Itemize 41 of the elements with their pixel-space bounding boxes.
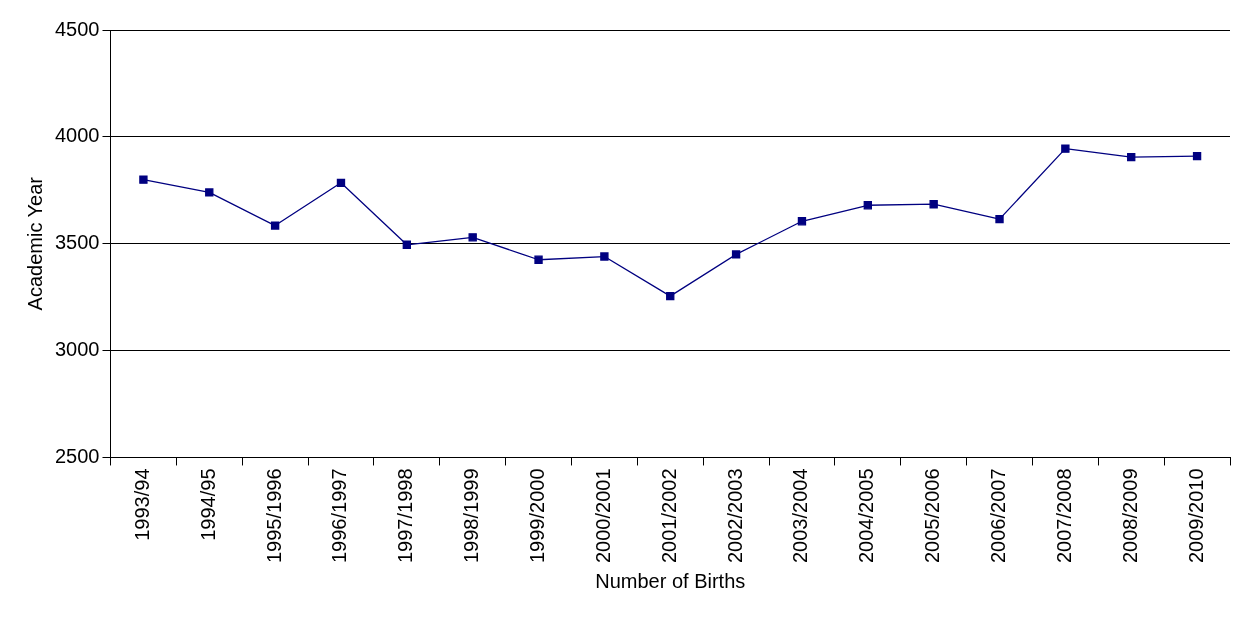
x-tick-label: 1993/94 <box>130 468 153 541</box>
point <box>929 200 938 209</box>
x-tick-label: 1998/1999 <box>460 468 483 564</box>
point <box>863 201 872 210</box>
point <box>534 255 543 264</box>
point <box>336 178 346 187</box>
point <box>666 291 675 301</box>
x-tick-label: 2008/2009 <box>1118 468 1141 564</box>
x-tick-label: 1999/2000 <box>526 468 549 564</box>
x-tick-label: 2006/2007 <box>987 468 1010 564</box>
point <box>1127 152 1136 162</box>
point <box>270 221 280 230</box>
x-tick-label: 1995/1996 <box>262 468 285 564</box>
x-tick-label: 2002/2003 <box>723 468 746 564</box>
point <box>797 217 807 226</box>
x-tick-label: 2007/2008 <box>1052 468 1075 564</box>
point <box>205 188 214 197</box>
x-tick-label: 2003/2004 <box>789 468 812 564</box>
x-tick-label: 2001/2002 <box>657 468 680 564</box>
point <box>1192 151 1202 161</box>
x-tick-label: 2004/2005 <box>855 468 878 564</box>
y-tick-label: 3500 <box>54 231 100 254</box>
x-tick-label: 1996/1997 <box>328 468 351 564</box>
x-tick-label: 2000/2001 <box>591 468 614 564</box>
point <box>600 252 609 261</box>
point <box>995 214 1004 224</box>
point <box>468 233 477 242</box>
point <box>731 250 741 259</box>
y-tick-label: 4000 <box>54 124 100 147</box>
y-tick-label: 3000 <box>54 338 100 361</box>
y-tick-label: 2500 <box>54 444 100 467</box>
x-tick-label: 1994/95 <box>196 468 219 541</box>
point <box>402 240 412 249</box>
x-tick-label: 2009/2010 <box>1184 468 1207 564</box>
y-axis-title: Academic Year <box>23 176 46 311</box>
x-tick-label: 1997/1998 <box>394 468 417 564</box>
point <box>1061 144 1070 153</box>
y-tick-label: 4500 <box>54 17 100 40</box>
x-axis-title: Number of Births <box>595 569 746 592</box>
x-tick-label: 2005/2006 <box>921 468 944 564</box>
point <box>139 175 148 184</box>
